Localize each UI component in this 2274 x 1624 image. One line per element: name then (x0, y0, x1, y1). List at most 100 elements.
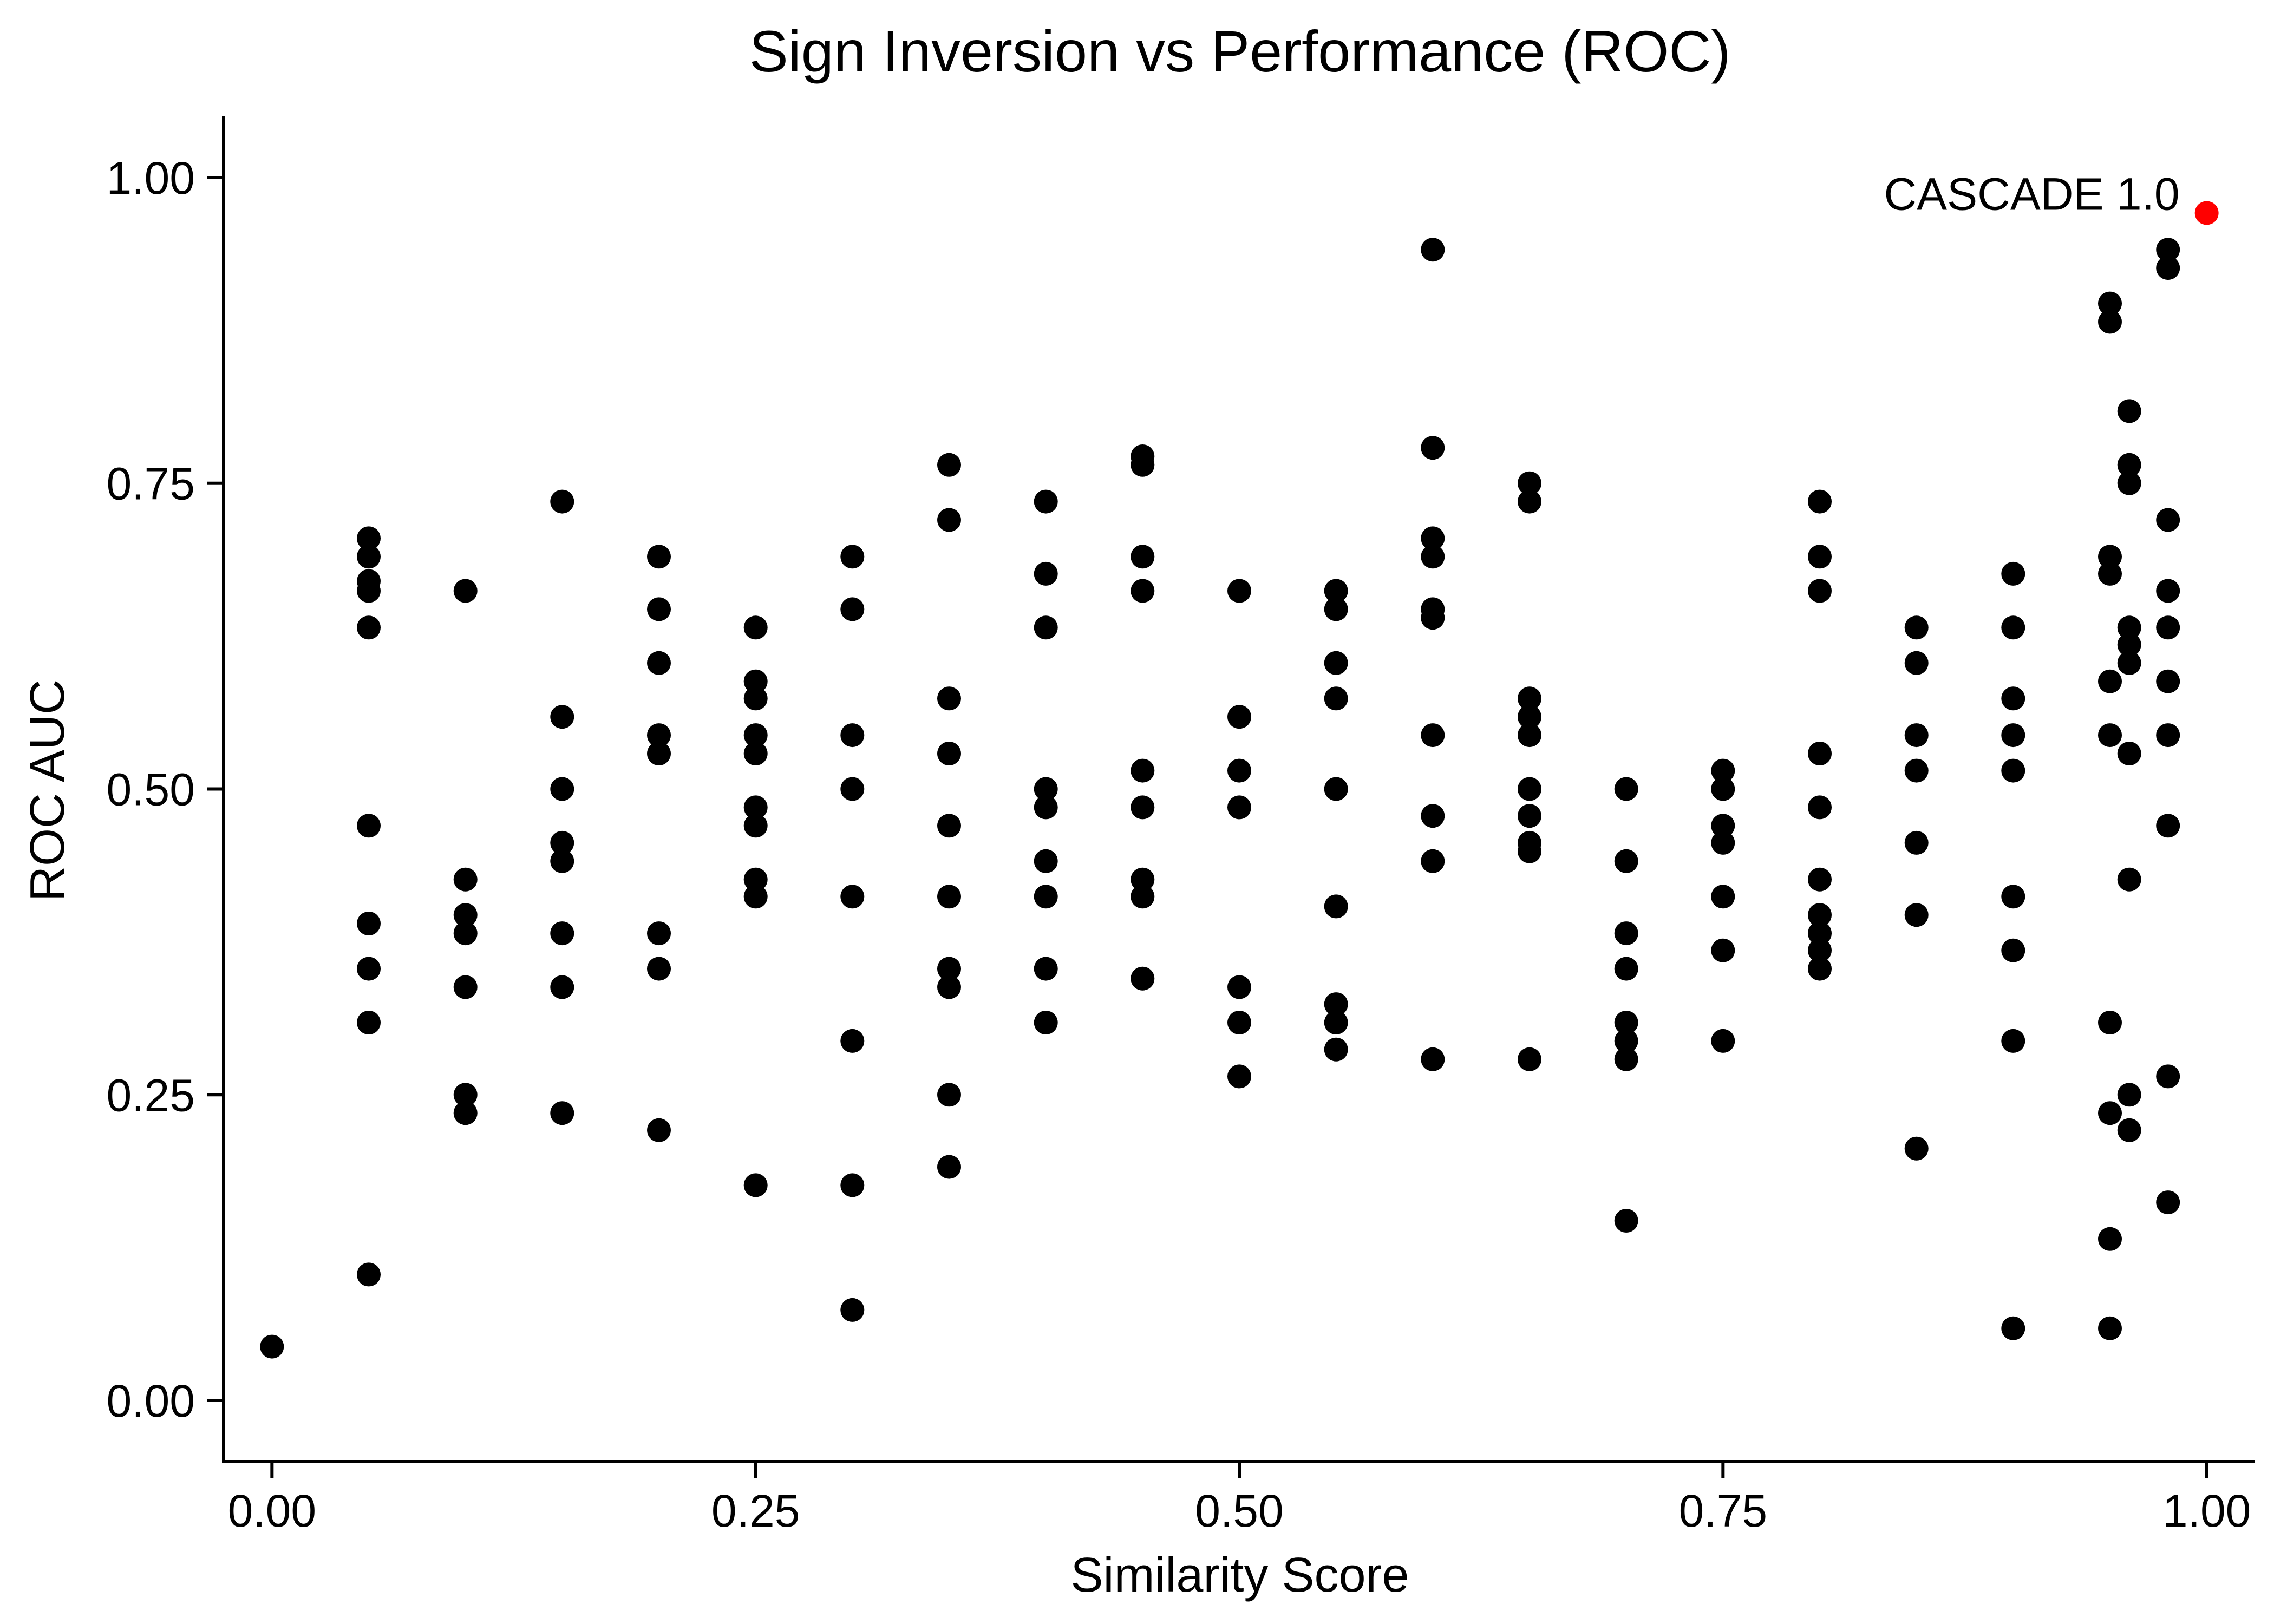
data-point (1131, 545, 1155, 569)
data-point (1518, 489, 1541, 514)
data-point (2001, 758, 2025, 783)
data-point (840, 1298, 865, 1322)
data-point (743, 1173, 768, 1197)
data-point (1711, 885, 1735, 909)
data-point (1711, 777, 1735, 801)
data-point (1421, 1047, 1445, 1071)
data-point (2156, 1064, 2180, 1089)
data-point (1034, 849, 1058, 873)
data-point (2098, 1227, 2122, 1251)
data-point (2001, 561, 2025, 586)
data-point (357, 545, 381, 569)
data-point (1034, 777, 1058, 801)
data-point (1034, 489, 1058, 514)
data-point (1711, 758, 1735, 783)
data-point (2117, 399, 2141, 423)
data-point (840, 1029, 865, 1053)
data-point (1324, 651, 1348, 675)
data-point (2098, 723, 2122, 748)
data-point (550, 830, 574, 855)
data-point (453, 867, 478, 892)
data-point (1808, 795, 1832, 820)
data-point (1324, 894, 1348, 919)
data-point (2156, 256, 2180, 280)
x-tick-label: 1.00 (2162, 1485, 2251, 1536)
data-point (1808, 921, 1832, 946)
data-point (2098, 669, 2122, 693)
data-point (2156, 669, 2180, 693)
data-point (357, 957, 381, 981)
y-axis-ticks: 0.00 0.25 0.50 0.75 1.00 (107, 153, 224, 1426)
data-point (840, 885, 865, 909)
data-point (1421, 606, 1445, 630)
data-point (647, 723, 671, 748)
y-tick-label: 0.50 (107, 764, 195, 815)
data-point (743, 885, 768, 909)
data-point (2098, 545, 2122, 569)
data-point (937, 885, 961, 909)
data-point (2117, 742, 2141, 765)
data-point (2117, 651, 2141, 675)
data-point (1131, 758, 1155, 783)
data-point (1227, 579, 1251, 603)
data-point (647, 957, 671, 981)
data-point (2117, 632, 2141, 657)
data-point (357, 814, 381, 838)
data-point (2156, 615, 2180, 640)
data-point (2001, 1029, 2025, 1053)
data-point (357, 579, 381, 603)
data-point (2001, 615, 2025, 640)
data-point (1904, 758, 1929, 783)
data-point (1324, 579, 1348, 603)
data-point (743, 686, 768, 711)
data-point (2001, 885, 2025, 909)
data-point (1614, 1047, 1638, 1071)
data-point (937, 975, 961, 999)
x-tick-label: 0.75 (1679, 1485, 1768, 1536)
data-point (1808, 742, 1832, 765)
data-point (1227, 1011, 1251, 1034)
data-points (260, 238, 2180, 1359)
data-point (1904, 651, 1929, 675)
data-point (2001, 1316, 2025, 1340)
data-point (2098, 1011, 2122, 1034)
data-point (1711, 938, 1735, 962)
data-point (1614, 1011, 1638, 1034)
data-point (937, 1155, 961, 1179)
y-axis-title: ROC AUC (21, 679, 75, 901)
data-point (2001, 723, 2025, 748)
data-point (937, 957, 961, 981)
data-point (1131, 453, 1155, 477)
data-point (357, 912, 381, 935)
data-point (2156, 238, 2180, 262)
data-point (1904, 903, 1929, 927)
data-point (550, 921, 574, 946)
data-point (1034, 885, 1058, 909)
data-point (2098, 291, 2122, 316)
highlight-point-cascade (2194, 201, 2219, 225)
data-point (453, 903, 478, 927)
data-point (1808, 938, 1832, 962)
data-point (937, 453, 961, 477)
data-point (647, 921, 671, 946)
data-point (1518, 723, 1541, 748)
data-point (840, 723, 865, 748)
data-point (840, 545, 865, 569)
highlight-label: CASCADE 1.0 (1884, 168, 2179, 219)
data-point (1808, 489, 1832, 514)
data-point (743, 795, 768, 820)
data-point (1131, 867, 1155, 892)
data-point (1227, 758, 1251, 783)
chart-title: Sign Inversion vs Performance (ROC) (749, 18, 1731, 84)
data-point (550, 849, 574, 873)
data-point (840, 1173, 865, 1197)
data-point (1324, 1037, 1348, 1062)
data-point (1421, 545, 1445, 569)
data-point (1131, 966, 1155, 991)
data-point (1711, 814, 1735, 838)
data-point (1324, 686, 1348, 711)
data-point (1518, 1047, 1541, 1071)
data-point (357, 1262, 381, 1287)
data-point (2117, 1118, 2141, 1142)
data-point (1227, 975, 1251, 999)
